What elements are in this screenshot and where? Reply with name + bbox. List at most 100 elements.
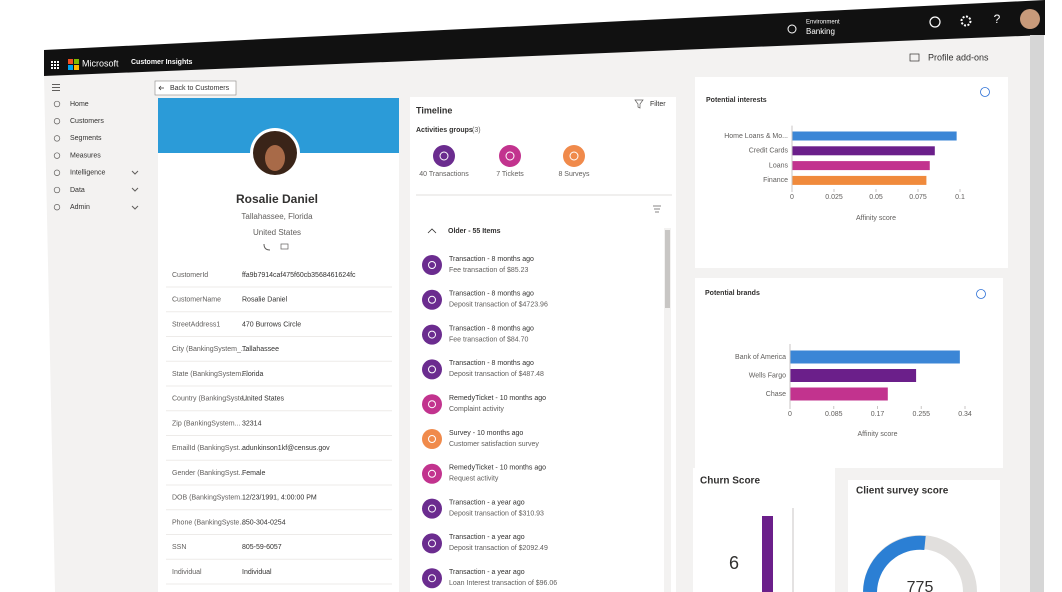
customer-country: United States xyxy=(253,228,301,237)
group-glyph xyxy=(569,151,579,161)
item-icon xyxy=(422,394,442,415)
nav-icon xyxy=(53,204,61,211)
group-label[interactable]: 7 Tickets xyxy=(496,171,524,178)
item-title[interactable]: Transaction - a year ago xyxy=(449,534,525,541)
item-title[interactable]: Transaction - 8 months ago xyxy=(449,360,534,367)
item-glyph xyxy=(428,295,436,304)
item-title[interactable]: Transaction - a year ago xyxy=(449,569,525,576)
user-avatar[interactable] xyxy=(1020,9,1040,29)
item-title[interactable]: RemedyTicket - 10 months ago xyxy=(449,465,546,472)
field-value: 850-304-0254 xyxy=(242,519,286,526)
customer-city: Tallahassee, Florida xyxy=(241,212,313,221)
churn-bar xyxy=(762,516,773,592)
customer-name: Rosalie Daniel xyxy=(236,192,318,206)
item-icon xyxy=(422,255,442,275)
field-value: Rosalie Daniel xyxy=(242,297,288,304)
bar xyxy=(792,161,930,171)
bar xyxy=(792,146,935,156)
tick-label: 0 xyxy=(788,411,792,418)
survey-title: Client survey score xyxy=(856,486,949,497)
field-label: SSN xyxy=(172,544,186,551)
groups-count: (3) xyxy=(472,127,481,134)
back-label[interactable]: Back to Customers xyxy=(170,85,230,92)
field-label: Individual xyxy=(172,569,202,576)
addons-label[interactable]: Profile add-ons xyxy=(928,52,989,62)
category-label: Wells Fargo xyxy=(749,372,786,379)
filter-icon[interactable] xyxy=(634,99,644,109)
item-title[interactable]: Transaction - 8 months ago xyxy=(449,256,534,263)
group-icon[interactable] xyxy=(433,145,455,167)
tick-label: 0.075 xyxy=(909,194,927,201)
interests-chart: Home Loans & Mo... Credit Cards Loans Finan… xyxy=(724,125,965,222)
tick-label: 0.085 xyxy=(825,411,843,418)
axis-title: Affinity score xyxy=(856,215,896,222)
item-detail: Deposit transaction of $4723.96 xyxy=(449,302,548,309)
item-detail: Fee transaction of $85.23 xyxy=(449,267,528,274)
group-glyph xyxy=(505,151,515,161)
timeline-items: Transaction - 8 months ago Fee transactio… xyxy=(422,255,557,589)
top-bar xyxy=(44,0,1045,76)
waffle xyxy=(51,61,59,69)
nav-item[interactable]: Data xyxy=(70,187,85,194)
field-value: United States xyxy=(242,396,285,403)
window-edge xyxy=(1030,35,1044,592)
item-detail: Complaint activity xyxy=(449,406,504,413)
field-label: City (BankingSystem_... xyxy=(172,346,247,353)
group-label[interactable]: 40 Transactions xyxy=(419,171,469,178)
item-glyph xyxy=(428,400,436,409)
item-title[interactable]: RemedyTicket - 10 months ago xyxy=(449,395,546,402)
field-label: DOB (BankingSystem... xyxy=(172,495,246,502)
bar xyxy=(792,175,927,185)
interests-title: Potential interests xyxy=(706,97,767,104)
field-value: 12/23/1991, 4:00:00 PM xyxy=(242,495,317,502)
tick-label: 0 xyxy=(790,194,794,201)
nav-item[interactable]: Intelligence xyxy=(70,170,106,177)
nav-item[interactable]: Home xyxy=(70,101,89,108)
field-label: Phone (BankingSyste... xyxy=(172,519,245,526)
item-title[interactable]: Transaction - a year ago xyxy=(449,499,525,506)
info-icon[interactable] xyxy=(976,289,986,299)
item-title[interactable]: Transaction - 8 months ago xyxy=(449,291,534,298)
nav-icon xyxy=(53,186,61,194)
scrollbar-track xyxy=(664,228,671,592)
group-label[interactable]: 8 Surveys xyxy=(558,171,590,178)
info-icon[interactable] xyxy=(980,87,990,97)
group-icon[interactable] xyxy=(563,145,585,167)
mail-icon[interactable] xyxy=(280,243,289,250)
timeline-title: Timeline xyxy=(416,105,452,115)
profile-fields: CustomerId ffa9b7914caf475f60cb3568461624… xyxy=(166,272,392,585)
nav-item[interactable]: Measures xyxy=(70,152,101,159)
group-icon[interactable] xyxy=(499,145,521,167)
item-icon xyxy=(422,568,442,589)
nav-item[interactable]: Segments xyxy=(70,135,102,142)
scrollbar-thumb[interactable] xyxy=(665,230,670,308)
item-title[interactable]: Survey - 10 months ago xyxy=(449,430,523,437)
nav-item[interactable]: Customers xyxy=(70,118,104,125)
item-detail: Deposit transaction of $2092.49 xyxy=(449,545,548,552)
field-value: Female xyxy=(242,470,265,477)
field-label: CustomerId xyxy=(172,272,208,279)
gauge-fill xyxy=(863,535,926,592)
item-icon xyxy=(422,429,442,449)
phone-icon[interactable] xyxy=(263,243,271,251)
item-detail: Deposit transaction of $487.48 xyxy=(449,371,544,378)
category-label: Chase xyxy=(766,391,786,398)
collapse-icon[interactable] xyxy=(427,228,437,234)
field-value: adunkinson1kf@census.gov xyxy=(242,445,330,452)
feedback-icon[interactable] xyxy=(929,16,941,28)
item-title[interactable]: Transaction - 8 months ago xyxy=(449,325,534,332)
settings-icon[interactable] xyxy=(960,15,972,27)
addons-icon xyxy=(909,53,920,62)
help-icon[interactable]: ? xyxy=(994,12,1001,26)
item-glyph xyxy=(428,435,436,443)
nav-icon xyxy=(53,100,61,108)
environment[interactable]: Banking xyxy=(806,27,835,36)
app-name[interactable]: Customer Insights xyxy=(131,59,193,66)
sort-icon[interactable] xyxy=(653,205,661,213)
filter-label[interactable]: Filter xyxy=(650,101,666,108)
nav-icon xyxy=(53,135,61,142)
nav-item[interactable]: Admin xyxy=(70,204,90,211)
back-button[interactable] xyxy=(154,80,237,96)
section-header[interactable]: Older - 55 Items xyxy=(448,228,501,235)
